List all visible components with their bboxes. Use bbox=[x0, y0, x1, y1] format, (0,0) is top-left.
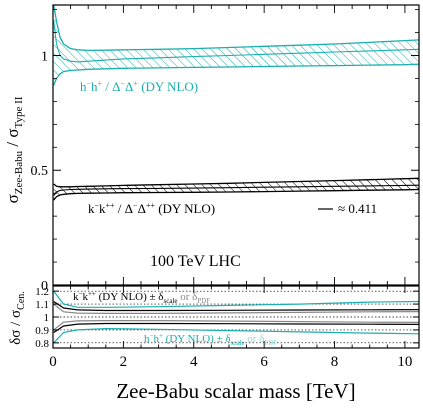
series-black-lower-line bbox=[53, 188, 419, 201]
ratio-label-black: k−k++ (DY NLO) ± δscale or δPDF bbox=[73, 290, 210, 305]
main-y-tick-label: 0 bbox=[41, 279, 48, 294]
ratio-band-gray bbox=[53, 320, 419, 331]
series-black-center-line bbox=[53, 184, 419, 196]
x-tick-label: 6 bbox=[260, 354, 268, 370]
reference-legend-text: ≈ 0.411 bbox=[338, 201, 377, 216]
main-y-tick-label: 0.5 bbox=[31, 164, 49, 179]
x-tick-label: 2 bbox=[120, 354, 128, 370]
ratio-lines bbox=[53, 290, 419, 344]
series-teal-upper-line bbox=[53, 5, 419, 52]
ratio-x-ticks: 0 2 4 6 8 10 bbox=[49, 286, 412, 370]
ratio-band-teal bbox=[53, 290, 419, 308]
series-teal-lower-line bbox=[53, 63, 419, 86]
x-axis-label: Zee-Babu scalar mass [TeV] bbox=[116, 379, 355, 403]
series-teal-center-line bbox=[53, 21, 419, 63]
ratio-panel: 0.80.911.11.2 0 2 4 6 8 10 k−k++ (DY NLO) ± δ… bbox=[8, 285, 420, 370]
ratio-y-ticks: 0.80.911.11.2 bbox=[35, 286, 419, 350]
series-label-teal: h−h+ / Δ−Δ+ (DY NLO) bbox=[80, 79, 198, 94]
main-lines bbox=[53, 5, 419, 201]
band-teal bbox=[53, 5, 419, 86]
ratio-y-axis-label: δσ / σCen. bbox=[8, 291, 27, 345]
ratio-y-tick-label: 0.9 bbox=[35, 325, 49, 337]
ratio-band-black bbox=[53, 322, 419, 334]
ratio-y-tick-label: 1.1 bbox=[35, 299, 49, 311]
ratio-y-tick-label: 1 bbox=[44, 312, 50, 324]
main-bands bbox=[53, 5, 419, 201]
ratio-band-teal bbox=[53, 327, 419, 344]
x-tick-label: 0 bbox=[49, 354, 57, 370]
main-y-axis-label: σZee-Babu / σType II bbox=[3, 96, 25, 203]
series-label-black: k−k++ / Δ−Δ++ (DY NLO) bbox=[88, 201, 215, 216]
x-tick-label: 8 bbox=[331, 354, 339, 370]
main-frame bbox=[52, 4, 420, 286]
ratio-band-black bbox=[53, 300, 419, 312]
main-y-tick-label: 1 bbox=[41, 49, 48, 64]
ratio-band-gray bbox=[53, 303, 419, 314]
ratio-y-tick-label: 0.8 bbox=[35, 338, 49, 350]
band-black bbox=[53, 178, 419, 201]
energy-annotation: 100 TeV LHC bbox=[150, 253, 241, 270]
ratio-label-teal: h−h+ (DY NLO) ± δscale or δPDF bbox=[144, 332, 277, 347]
ratio-reference-lines bbox=[53, 290, 419, 344]
main-y-ticks: 00.51 bbox=[31, 9, 419, 294]
series-black-upper-line bbox=[53, 177, 419, 188]
main-x-ticks bbox=[52, 5, 406, 285]
main-panel: 00.51 σZee-Babu / σType II h−h+ / Δ−Δ+ (… bbox=[3, 4, 420, 294]
x-tick-label: 4 bbox=[190, 354, 198, 370]
x-tick-label: 10 bbox=[397, 354, 412, 370]
ratio-y-tick-label: 1.2 bbox=[35, 286, 49, 298]
